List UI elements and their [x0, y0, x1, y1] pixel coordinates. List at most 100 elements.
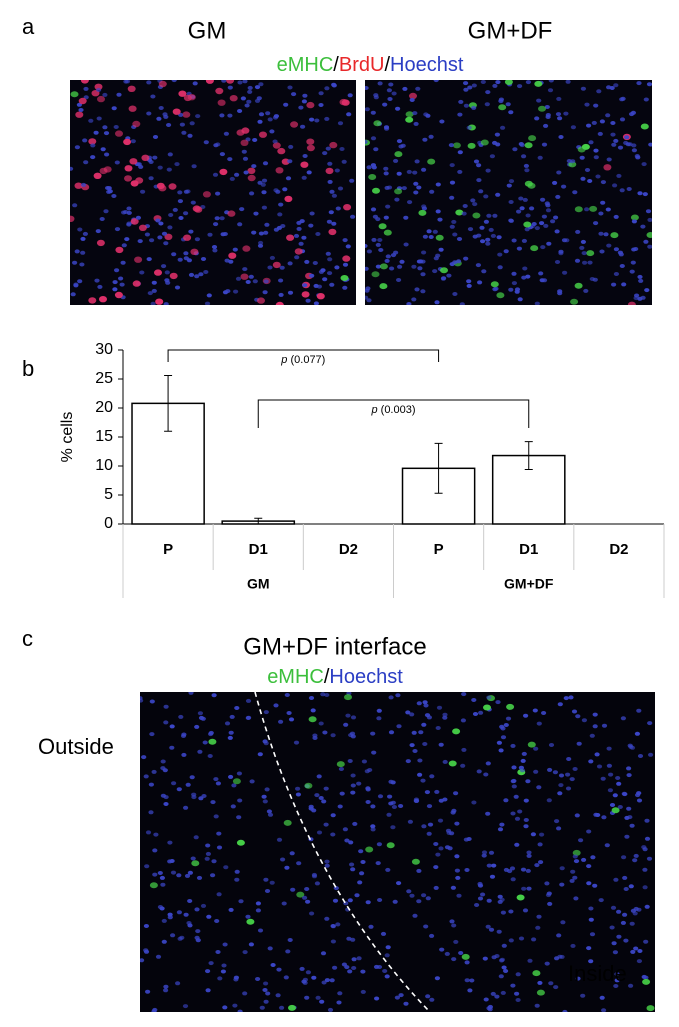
cell [263, 877, 269, 882]
cell [262, 739, 268, 744]
cell [526, 886, 532, 891]
cell [592, 883, 598, 888]
cell [539, 221, 545, 226]
cell [628, 884, 634, 889]
cell [195, 929, 201, 934]
cell [448, 760, 457, 767]
cell [636, 81, 642, 86]
cell [207, 232, 213, 237]
cell [227, 157, 233, 162]
cell [195, 938, 201, 943]
cell [375, 217, 381, 222]
stain-part: eMHC [267, 666, 324, 688]
cell [464, 960, 470, 965]
cell [324, 86, 330, 91]
cell [586, 881, 592, 886]
cell [458, 951, 464, 955]
cell [350, 214, 356, 219]
cell [352, 821, 358, 826]
cell [638, 278, 644, 283]
cell [589, 733, 595, 738]
cell [172, 108, 181, 115]
cell [181, 752, 187, 757]
cell [620, 96, 626, 101]
cell [403, 1001, 409, 1006]
cell [601, 815, 607, 820]
cell [537, 155, 543, 160]
cell [495, 80, 501, 85]
cell [479, 225, 485, 230]
cell [72, 260, 78, 265]
cell [120, 260, 126, 265]
cell [637, 274, 643, 279]
cell [137, 239, 143, 244]
cell [446, 273, 452, 278]
cell [336, 1000, 342, 1005]
cell [456, 893, 462, 898]
cell [231, 783, 237, 788]
cell [570, 298, 579, 305]
cell [351, 966, 357, 970]
cell [574, 206, 583, 213]
cell [102, 92, 108, 97]
cell [385, 867, 391, 872]
cell [636, 708, 642, 713]
cell [97, 95, 105, 103]
cell-layer [70, 80, 356, 305]
cell [599, 995, 605, 1000]
cell [463, 81, 469, 86]
cell [616, 909, 622, 914]
cell [534, 863, 540, 868]
cell [494, 994, 500, 999]
cell [452, 292, 458, 296]
cell [361, 759, 367, 764]
cell [240, 96, 246, 101]
cell [588, 140, 594, 145]
cell [176, 873, 182, 878]
cell [309, 211, 315, 216]
cell [434, 789, 440, 794]
cell [81, 182, 87, 187]
cell [304, 887, 310, 891]
cell [440, 276, 446, 281]
cell [541, 278, 548, 283]
cell [536, 914, 542, 919]
cell [426, 804, 433, 809]
cell [182, 1004, 189, 1009]
cell [460, 718, 466, 723]
cell [584, 102, 590, 107]
cell [167, 912, 173, 917]
cell [437, 217, 443, 222]
cell [356, 781, 362, 786]
cell [584, 207, 590, 212]
cell [454, 854, 460, 859]
cell [329, 978, 335, 983]
cell [384, 974, 390, 979]
cell [409, 712, 415, 717]
cell [439, 119, 445, 124]
cell [631, 148, 638, 153]
cell [118, 276, 124, 281]
cell [588, 759, 594, 764]
cell [581, 857, 587, 862]
cell [377, 81, 383, 86]
cell [451, 219, 457, 224]
cell [558, 249, 564, 254]
cell [267, 117, 273, 122]
cell [513, 794, 519, 799]
cell [480, 239, 486, 244]
cell [93, 172, 102, 179]
cell [350, 773, 356, 778]
cell [380, 931, 387, 936]
cell [181, 130, 187, 135]
cell [405, 759, 411, 764]
stain-part: BrdU [339, 54, 385, 76]
cell [128, 105, 137, 112]
cell [600, 180, 607, 185]
cell [594, 752, 600, 757]
cell [646, 82, 652, 87]
cell [500, 735, 507, 740]
cell [102, 125, 108, 130]
cell [559, 882, 565, 887]
cell [524, 168, 530, 173]
